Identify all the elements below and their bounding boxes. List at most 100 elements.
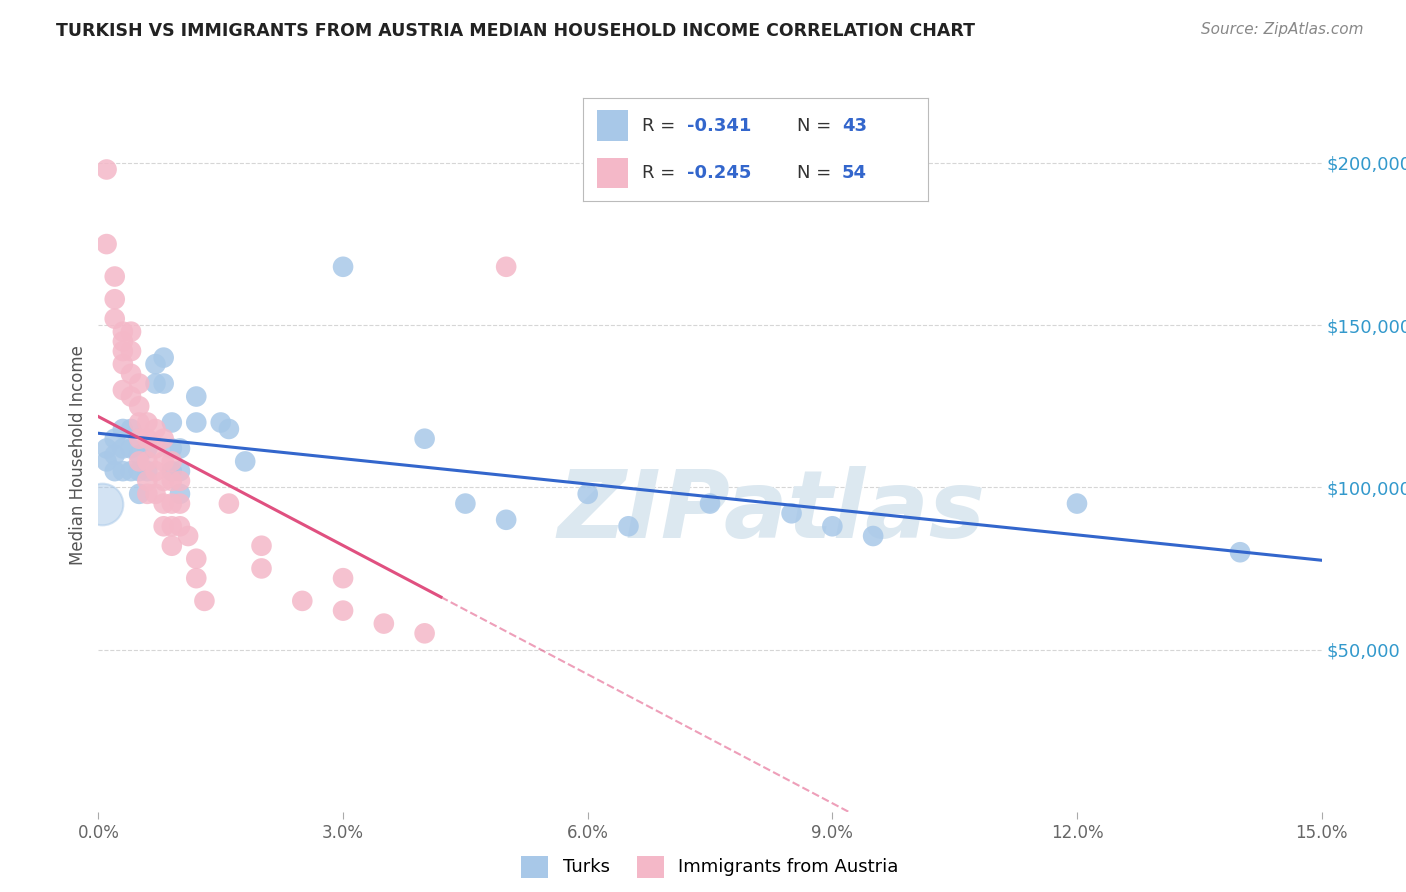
- Text: N =: N =: [797, 117, 837, 135]
- Point: [120, 422, 142, 436]
- Point: [111, 334, 134, 349]
- Point: [128, 487, 150, 501]
- Point: [218, 497, 240, 511]
- Point: [152, 474, 174, 488]
- Point: [104, 448, 127, 462]
- Point: [160, 474, 183, 488]
- Point: [136, 454, 159, 468]
- Point: [104, 464, 127, 478]
- Point: [120, 464, 142, 478]
- Point: [495, 513, 517, 527]
- Text: R =: R =: [643, 164, 681, 182]
- Text: Source: ZipAtlas.com: Source: ZipAtlas.com: [1201, 22, 1364, 37]
- Point: [104, 432, 127, 446]
- Point: [160, 442, 183, 456]
- Point: [1229, 545, 1251, 559]
- Point: [152, 497, 174, 511]
- Point: [169, 474, 191, 488]
- Point: [169, 487, 191, 501]
- Point: [128, 432, 150, 446]
- Point: [128, 416, 150, 430]
- Text: ZIPatlas: ZIPatlas: [557, 466, 986, 558]
- Point: [250, 539, 273, 553]
- Point: [128, 376, 150, 391]
- Point: [111, 422, 134, 436]
- Point: [128, 464, 150, 478]
- Point: [332, 260, 354, 274]
- FancyBboxPatch shape: [598, 158, 628, 188]
- Point: [160, 464, 183, 478]
- Point: [145, 487, 167, 501]
- Point: [780, 506, 803, 520]
- Point: [104, 269, 127, 284]
- Point: [160, 497, 183, 511]
- Point: [111, 325, 134, 339]
- Point: [145, 376, 167, 391]
- Legend: Turks, Immigrants from Austria: Turks, Immigrants from Austria: [515, 848, 905, 885]
- Point: [821, 519, 844, 533]
- Point: [495, 260, 517, 274]
- Point: [169, 442, 191, 456]
- Point: [120, 442, 142, 456]
- Point: [1066, 497, 1088, 511]
- Text: R =: R =: [643, 117, 681, 135]
- Point: [413, 432, 436, 446]
- Point: [177, 529, 200, 543]
- Point: [160, 519, 183, 533]
- Point: [111, 344, 134, 359]
- Point: [160, 454, 183, 468]
- Point: [96, 454, 118, 468]
- Point: [152, 519, 174, 533]
- Point: [250, 561, 273, 575]
- Point: [576, 487, 599, 501]
- Point: [104, 292, 127, 306]
- Point: [186, 551, 208, 566]
- Point: [111, 383, 134, 397]
- Point: [291, 594, 314, 608]
- Point: [193, 594, 215, 608]
- Point: [699, 497, 721, 511]
- Point: [152, 432, 174, 446]
- Point: [160, 416, 183, 430]
- Point: [96, 442, 118, 456]
- Point: [169, 464, 191, 478]
- Point: [218, 422, 240, 436]
- Point: [186, 571, 208, 585]
- Point: [152, 376, 174, 391]
- Point: [233, 454, 256, 468]
- Point: [332, 571, 354, 585]
- Point: [128, 399, 150, 413]
- Point: [136, 487, 159, 501]
- Point: [454, 497, 477, 511]
- Point: [169, 519, 191, 533]
- Point: [145, 464, 167, 478]
- Point: [120, 325, 142, 339]
- Text: TURKISH VS IMMIGRANTS FROM AUSTRIA MEDIAN HOUSEHOLD INCOME CORRELATION CHART: TURKISH VS IMMIGRANTS FROM AUSTRIA MEDIA…: [56, 22, 976, 40]
- Point: [120, 344, 142, 359]
- Point: [111, 464, 134, 478]
- Point: [136, 474, 159, 488]
- Point: [373, 616, 395, 631]
- Point: [136, 432, 159, 446]
- Point: [136, 442, 159, 456]
- Point: [91, 497, 114, 511]
- Point: [145, 442, 167, 456]
- Point: [169, 497, 191, 511]
- Text: -0.245: -0.245: [688, 164, 751, 182]
- Point: [862, 529, 884, 543]
- Point: [152, 454, 174, 468]
- Point: [332, 604, 354, 618]
- Point: [120, 390, 142, 404]
- Point: [145, 357, 167, 371]
- Point: [160, 539, 183, 553]
- Text: -0.341: -0.341: [688, 117, 751, 135]
- Point: [617, 519, 640, 533]
- Point: [136, 464, 159, 478]
- Point: [128, 448, 150, 462]
- Point: [128, 454, 150, 468]
- Point: [209, 416, 232, 430]
- Text: N =: N =: [797, 164, 837, 182]
- Point: [111, 357, 134, 371]
- Point: [111, 442, 134, 456]
- Point: [96, 237, 118, 252]
